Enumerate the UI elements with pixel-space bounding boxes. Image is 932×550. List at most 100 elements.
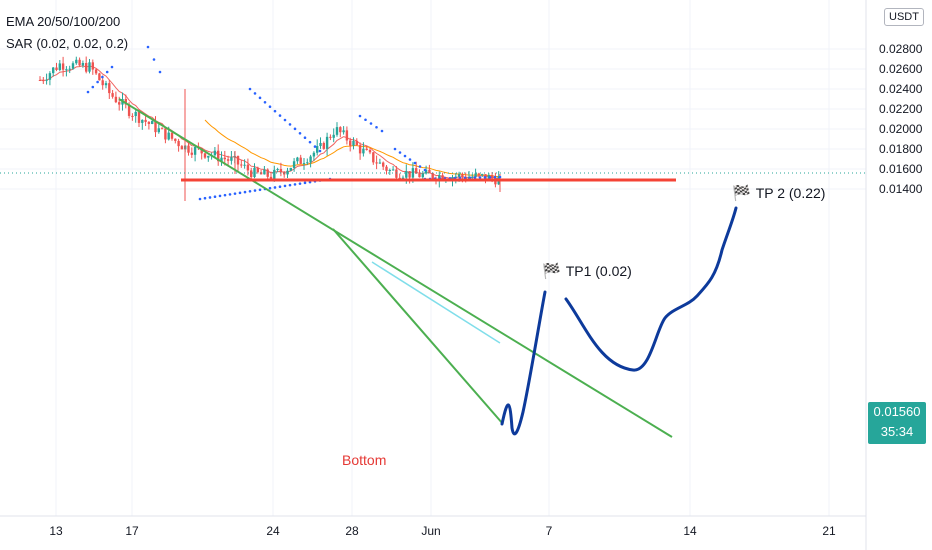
candle-body bbox=[193, 146, 197, 155]
candle-body bbox=[391, 169, 395, 171]
ema50-line bbox=[204, 119, 499, 177]
candle-body bbox=[441, 175, 444, 181]
sar-dot bbox=[478, 176, 482, 179]
candle-body bbox=[55, 67, 58, 70]
sar-dot bbox=[258, 96, 262, 100]
current-price-tag: 0.01560 35:34 bbox=[868, 402, 926, 444]
sar-dot bbox=[91, 85, 95, 89]
candle-body bbox=[141, 119, 144, 123]
candle-body bbox=[342, 130, 345, 133]
x-tick-label: 13 bbox=[49, 524, 63, 538]
sar-legend[interactable]: SAR (0.02, 0.02, 0.2) bbox=[6, 36, 129, 51]
candle-countdown: 35:34 bbox=[880, 424, 914, 439]
sar-dot bbox=[268, 186, 272, 190]
candle-body bbox=[203, 153, 207, 158]
inner-trendline bbox=[332, 228, 504, 425]
sar-dot bbox=[380, 129, 384, 133]
candle-body bbox=[335, 127, 339, 135]
candle-body bbox=[151, 121, 154, 124]
sar-dot bbox=[293, 127, 297, 131]
sar-dot bbox=[223, 193, 227, 197]
sar-dot bbox=[493, 175, 497, 179]
candle-body bbox=[68, 68, 71, 70]
candle-body bbox=[259, 172, 263, 175]
candle-body bbox=[461, 174, 464, 177]
candle-body bbox=[177, 140, 180, 147]
candle-body bbox=[137, 111, 141, 123]
candle-body bbox=[428, 169, 431, 174]
candle-body bbox=[316, 146, 319, 153]
candle-body bbox=[299, 157, 302, 164]
ema-lines bbox=[39, 65, 499, 179]
candle-body bbox=[144, 119, 147, 122]
candle-body bbox=[454, 176, 457, 178]
tp1-projection-path bbox=[500, 290, 547, 436]
candle-body bbox=[160, 128, 164, 130]
candle-body bbox=[368, 149, 372, 153]
candle-body bbox=[164, 128, 167, 140]
resistance-trendline bbox=[118, 98, 673, 438]
candle-body bbox=[276, 169, 279, 171]
sar-dot bbox=[369, 122, 373, 125]
tp1-label: TP1 (0.02) bbox=[565, 263, 632, 279]
candle-body bbox=[329, 136, 332, 138]
tp2-annotation[interactable]: 🏁 TP 2 (0.22) bbox=[732, 184, 825, 202]
y-tick-label: 0.02400 bbox=[879, 82, 923, 96]
candle-body bbox=[309, 156, 312, 163]
currency-badge[interactable]: USDT bbox=[884, 8, 924, 26]
candle-body bbox=[174, 138, 177, 141]
candle-body bbox=[395, 169, 398, 178]
candle-body bbox=[312, 152, 316, 157]
tp1-annotation[interactable]: 🏁 TP1 (0.02) bbox=[542, 262, 632, 280]
candle-body bbox=[424, 169, 428, 174]
sar-dot bbox=[398, 151, 402, 154]
sar-dot bbox=[413, 161, 417, 165]
sar-dot bbox=[303, 136, 307, 140]
sar-dot bbox=[233, 192, 237, 195]
sar-dot bbox=[105, 70, 109, 74]
y-tick-label: 0.02800 bbox=[879, 42, 923, 56]
candle-body bbox=[81, 63, 85, 66]
candle-body bbox=[474, 173, 477, 177]
candle-body bbox=[207, 155, 210, 158]
candle-body bbox=[319, 142, 322, 147]
ema-legend[interactable]: EMA 20/50/100/200 bbox=[6, 14, 121, 29]
sar-dot bbox=[158, 70, 162, 74]
sar-dot bbox=[273, 109, 277, 113]
sar-dot bbox=[258, 188, 262, 192]
candle-body bbox=[71, 63, 75, 69]
candle-body bbox=[111, 93, 114, 97]
candle-body bbox=[490, 175, 494, 179]
tp2-projection-path bbox=[564, 206, 738, 372]
candle-body bbox=[398, 177, 401, 179]
sar-dot bbox=[303, 181, 307, 185]
candle-body bbox=[415, 168, 418, 174]
candle-body bbox=[167, 132, 170, 140]
sar-dot bbox=[375, 125, 378, 129]
candle-body bbox=[481, 174, 484, 176]
candle-body bbox=[431, 173, 434, 179]
candle-body bbox=[131, 115, 134, 117]
candle-body bbox=[223, 157, 226, 160]
sar-dot bbox=[358, 114, 362, 118]
sar-dot bbox=[283, 118, 287, 122]
candle-body bbox=[108, 83, 111, 94]
candle-body bbox=[52, 67, 55, 74]
sar-dot bbox=[308, 140, 312, 144]
sar-dot bbox=[488, 175, 492, 179]
candle-body bbox=[477, 173, 481, 175]
candle-body bbox=[302, 163, 306, 165]
candle-body bbox=[65, 69, 68, 71]
candle-body bbox=[418, 173, 421, 178]
candle-body bbox=[457, 174, 461, 177]
sar-dot bbox=[393, 147, 397, 151]
candle-body bbox=[296, 157, 299, 162]
sar-dot bbox=[273, 186, 277, 189]
sar-dot bbox=[298, 131, 302, 135]
sar-dot bbox=[318, 149, 322, 153]
candle-body bbox=[213, 150, 217, 156]
x-tick-label: Jun bbox=[421, 524, 440, 538]
sar-dot bbox=[298, 182, 302, 185]
y-tick-label: 0.02000 bbox=[879, 122, 923, 136]
